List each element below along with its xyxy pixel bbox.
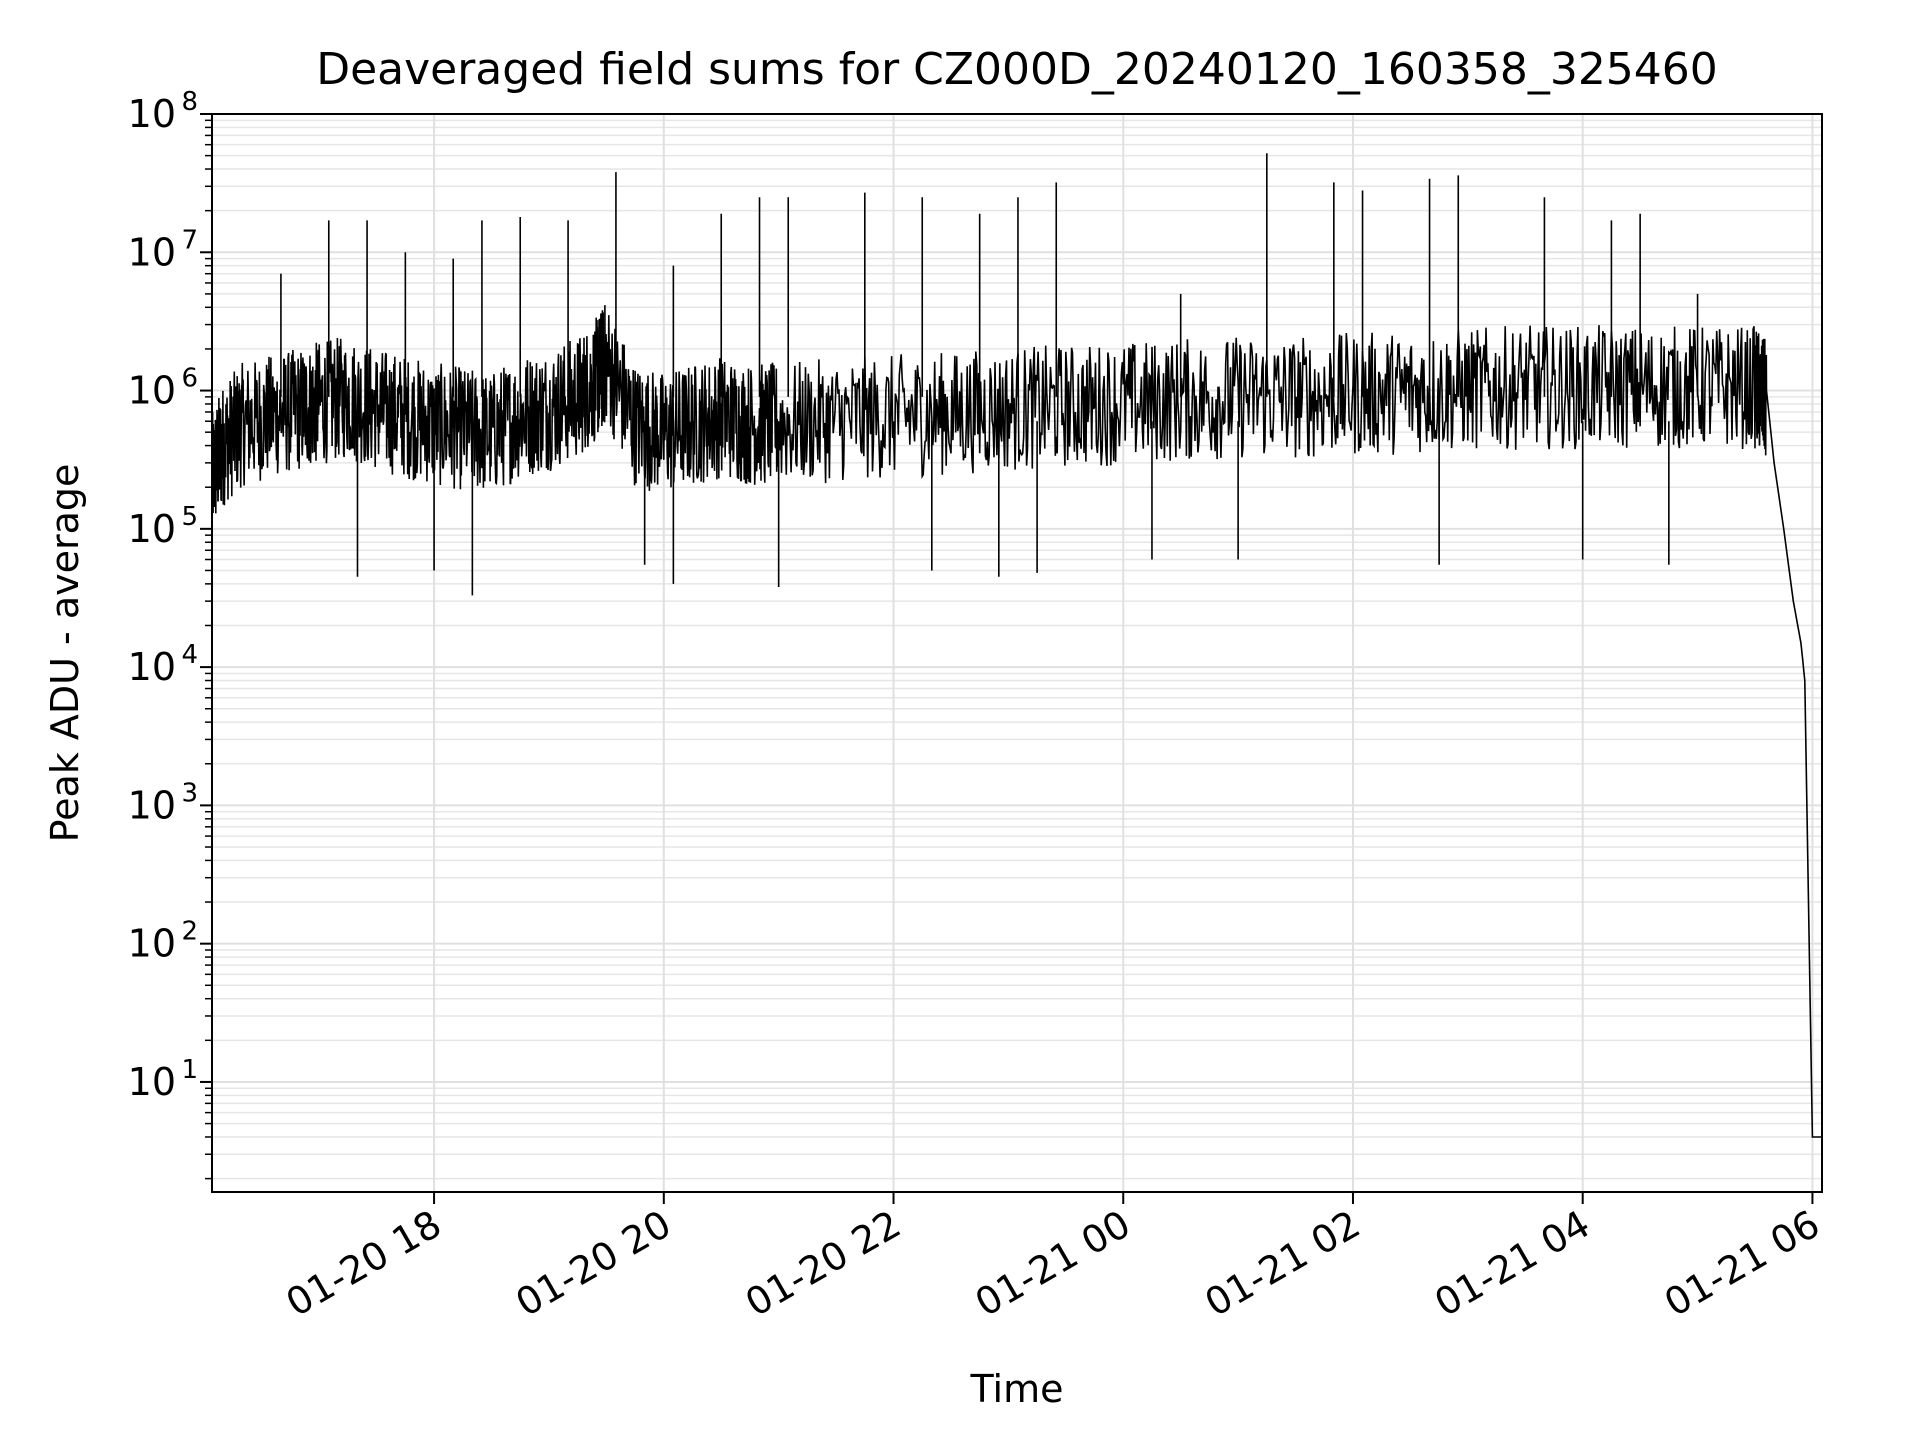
y-tick-base: 10	[128, 369, 176, 413]
y-tick-exponent: 7	[181, 225, 198, 255]
y-tick-base: 10	[128, 507, 176, 551]
y-tick-label: 10	[128, 230, 176, 274]
y-axis-label: Peak ADU - average	[43, 464, 87, 843]
y-tick-base: 10	[128, 230, 176, 274]
y-tick-label: 10	[128, 92, 176, 136]
y-tick-base: 10	[128, 922, 176, 966]
data-layer	[211, 153, 1822, 1138]
y-tick-exponent: 6	[181, 364, 198, 394]
y-tick-label: 10	[128, 645, 176, 689]
y-tick-base: 10	[128, 645, 176, 689]
y-tick-exponent: 3	[181, 778, 198, 808]
plot-frame	[211, 113, 1823, 1193]
y-tick-label: 10	[128, 783, 176, 827]
y-tick-label: 10	[128, 369, 176, 413]
y-tick-exponent: 2	[181, 917, 198, 947]
y-tick-label: 10	[128, 922, 176, 966]
y-tick-base: 10	[128, 783, 176, 827]
y-tick-label: 10	[128, 507, 176, 551]
y-tick-exponent: 8	[181, 87, 198, 117]
chart-title: Deaveraged field sums for CZ000D_2024012…	[316, 44, 1718, 95]
y-tick-base: 10	[128, 1060, 176, 1104]
y-tick-exponent: 4	[181, 640, 198, 670]
grid-layer	[212, 113, 1822, 1192]
y-tick-label: 10	[128, 1060, 176, 1104]
y-tick-exponent: 1	[181, 1055, 198, 1085]
series-line	[211, 305, 1822, 1138]
y-tick-exponent: 5	[181, 502, 198, 532]
x-axis-label: Time	[970, 1367, 1064, 1411]
y-tick-base: 10	[128, 92, 176, 136]
